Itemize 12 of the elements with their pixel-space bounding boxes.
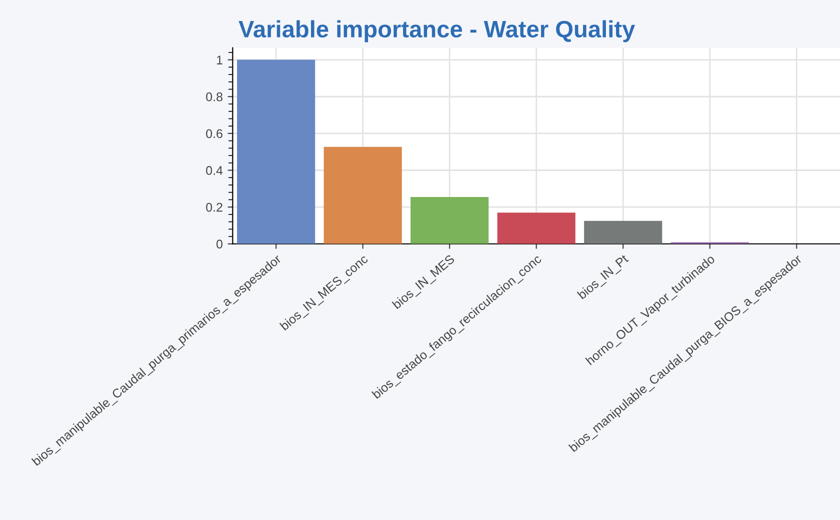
y-tick-label: 0 — [216, 240, 222, 249]
chart-title: Variable importance - Water Quality — [238, 20, 636, 42]
bar — [497, 212, 576, 244]
bar — [584, 220, 662, 244]
y-tick-label: 0.2 — [206, 202, 222, 212]
y-tick-label: 0.4 — [206, 166, 223, 175]
bar — [324, 146, 402, 244]
y-tick-label: 1 — [216, 56, 222, 64]
y-tick-label: 0.8 — [206, 92, 222, 102]
y-tick-label: 0.6 — [206, 129, 222, 138]
bar — [237, 60, 316, 244]
bar — [410, 196, 489, 244]
